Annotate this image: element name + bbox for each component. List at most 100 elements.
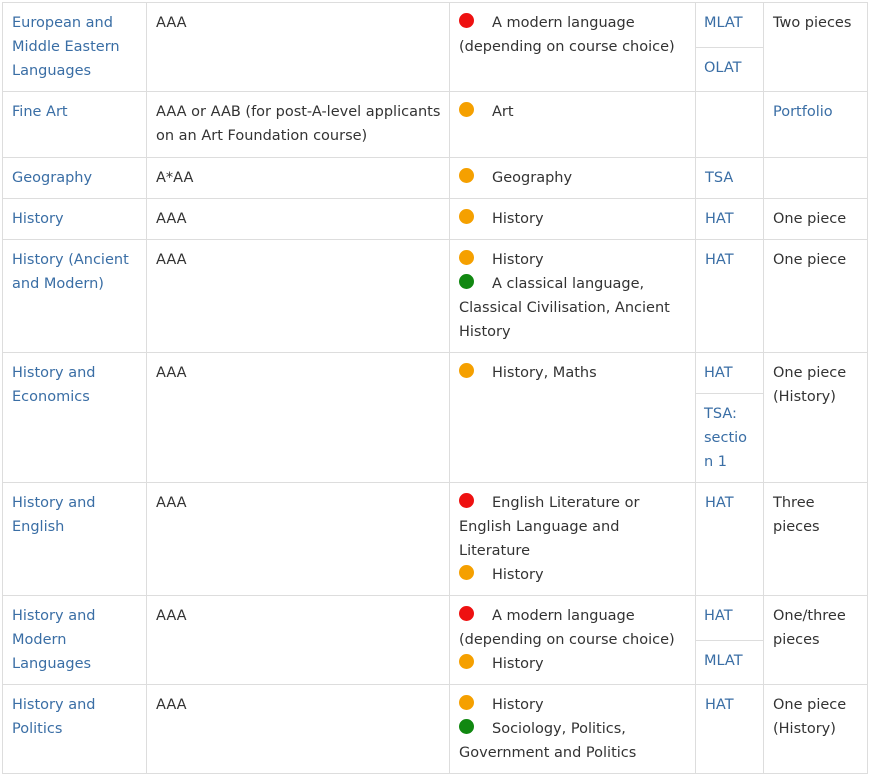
essential-dot-icon	[459, 606, 474, 621]
subject-requirement: A modern language (depending on course c…	[459, 606, 675, 648]
grades-cell: AAA	[146, 352, 450, 483]
subject-requirement: English Literature or English Language a…	[459, 493, 640, 559]
table-row: History and Politics AAA History Sociolo…	[2, 684, 868, 774]
table-row: Geography A*AA Geography TSA	[2, 157, 868, 199]
course-cell: History	[2, 198, 147, 240]
tests-cell: HAT MLAT	[695, 595, 764, 685]
test-link[interactable]: OLAT	[704, 60, 742, 76]
table-row: Fine Art AAA or AAB (for post-A-level ap…	[2, 91, 868, 158]
recommended-dot-icon	[459, 565, 474, 580]
tests-cell: HAT TSA: section 1	[695, 352, 764, 483]
tests-cell: MLAT OLAT	[695, 2, 764, 92]
written-work-cell: One piece (History)	[763, 684, 868, 774]
grades-cell: AAA	[146, 198, 450, 240]
subjects-cell: English Literature or English Language a…	[449, 482, 696, 596]
essential-dot-icon	[459, 13, 474, 28]
subject-requirement: History	[459, 248, 687, 272]
test-link[interactable]: HAT	[705, 252, 734, 268]
tests-cell	[695, 91, 764, 158]
subjects-cell: History A classical language, Classical …	[449, 239, 696, 353]
test-link[interactable]: TSA	[705, 170, 734, 186]
essential-dot-icon	[459, 493, 474, 508]
subject-requirement: A modern language (depending on course c…	[459, 13, 675, 55]
subject-requirement: History	[459, 693, 687, 717]
written-work-cell: One piece	[763, 198, 868, 240]
test-link[interactable]: MLAT	[704, 15, 743, 31]
course-link[interactable]: European and Middle Eastern Languages	[12, 15, 120, 79]
course-link[interactable]: History and English	[12, 495, 96, 535]
written-work-cell: One piece	[763, 239, 868, 353]
recommended-dot-icon	[459, 654, 474, 669]
test-link[interactable]: TSA: section 1	[704, 406, 748, 470]
course-cell: Fine Art	[2, 91, 147, 158]
tests-cell: HAT	[695, 239, 764, 353]
table-row: History and English AAA English Literatu…	[2, 482, 868, 596]
helpful-dot-icon	[459, 719, 474, 734]
course-cell: History (Ancient and Modern)	[2, 239, 147, 353]
written-work-cell: Two pieces	[763, 2, 868, 92]
table-row: History (Ancient and Modern) AAA History…	[2, 239, 868, 353]
subjects-cell: Geography	[449, 157, 696, 199]
recommended-dot-icon	[459, 102, 474, 117]
grades-cell: A*AA	[146, 157, 450, 199]
course-cell: History and English	[2, 482, 147, 596]
subject-requirement: Geography	[459, 166, 687, 190]
test-link[interactable]: HAT	[704, 608, 733, 624]
grades-cell: AAA	[146, 482, 450, 596]
written-work-cell	[763, 157, 868, 199]
tests-cell: HAT	[695, 482, 764, 596]
course-link[interactable]: History (Ancient and Modern)	[12, 252, 129, 292]
course-link[interactable]: History and Economics	[12, 365, 96, 405]
subject-requirement: History	[459, 207, 687, 231]
course-link[interactable]: Fine Art	[12, 104, 68, 120]
subjects-cell: History	[449, 198, 696, 240]
recommended-dot-icon	[459, 363, 474, 378]
table-row: History AAA History HAT One piece	[2, 198, 868, 240]
table-row: History and Modern Languages AAA A moder…	[2, 595, 868, 685]
grades-cell: AAA	[146, 239, 450, 353]
subjects-cell: History, Maths	[449, 352, 696, 483]
subject-requirement: Sociology, Politics, Government and Poli…	[459, 719, 637, 761]
recommended-dot-icon	[459, 168, 474, 183]
tests-cell: HAT	[695, 684, 764, 774]
subject-requirement: History	[459, 652, 687, 676]
course-link[interactable]: History	[12, 211, 64, 227]
subject-requirement: History, Maths	[459, 361, 687, 385]
test-link[interactable]: HAT	[704, 365, 733, 381]
portfolio-link[interactable]: Portfolio	[773, 104, 833, 120]
course-link[interactable]: History and Politics	[12, 697, 96, 737]
recommended-dot-icon	[459, 695, 474, 710]
helpful-dot-icon	[459, 274, 474, 289]
table-row: History and Economics AAA History, Maths…	[2, 352, 868, 483]
course-cell: History and Politics	[2, 684, 147, 774]
subject-requirement: History	[459, 563, 687, 587]
recommended-dot-icon	[459, 250, 474, 265]
subject-requirement: A classical language, Classical Civilisa…	[459, 274, 670, 340]
test-link[interactable]: HAT	[705, 697, 734, 713]
test-link[interactable]: HAT	[705, 495, 734, 511]
test-link[interactable]: MLAT	[704, 653, 743, 669]
recommended-dot-icon	[459, 209, 474, 224]
course-cell: History and Economics	[2, 352, 147, 483]
written-work-cell: Three pieces	[763, 482, 868, 596]
written-work-cell: Portfolio	[763, 91, 868, 158]
subjects-cell: History Sociology, Politics, Government …	[449, 684, 696, 774]
test-link[interactable]: HAT	[705, 211, 734, 227]
grades-cell: AAA	[146, 2, 450, 92]
course-link[interactable]: History and Modern Languages	[12, 608, 96, 672]
written-work-cell: One/three pieces	[763, 595, 868, 685]
subjects-cell: A modern language (depending on course c…	[449, 2, 696, 92]
written-work-cell: One piece (History)	[763, 352, 868, 483]
table-row: European and Middle Eastern Languages AA…	[2, 2, 868, 92]
subjects-cell: A modern language (depending on course c…	[449, 595, 696, 685]
course-cell: European and Middle Eastern Languages	[2, 2, 147, 92]
grades-cell: AAA or AAB (for post-A-level applicants …	[146, 91, 450, 158]
subject-requirement: Art	[459, 100, 687, 124]
course-cell: History and Modern Languages	[2, 595, 147, 685]
course-link[interactable]: Geography	[12, 170, 93, 186]
subjects-cell: Art	[449, 91, 696, 158]
tests-cell: HAT	[695, 198, 764, 240]
tests-cell: TSA	[695, 157, 764, 199]
grades-cell: AAA	[146, 684, 450, 774]
